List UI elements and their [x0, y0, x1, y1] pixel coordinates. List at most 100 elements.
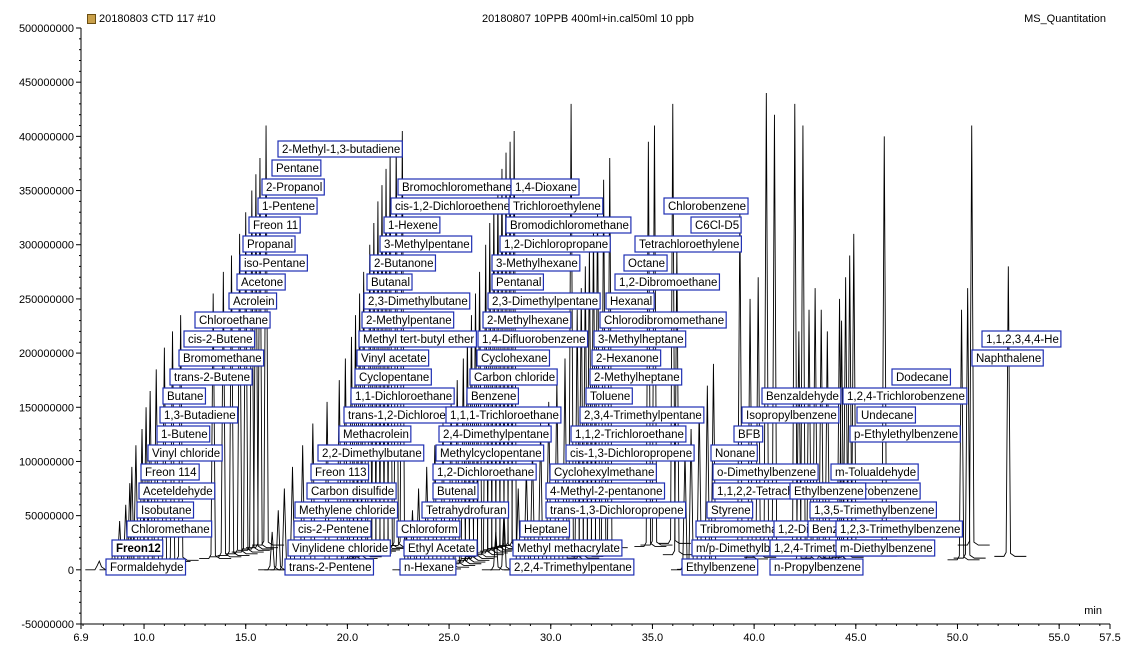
- peak-label-text: Propanal: [247, 239, 293, 251]
- peak-label-box: [809, 501, 937, 519]
- peak-trace: [457, 315, 490, 561]
- peak-label: 4-Methyl-2-pentanone: [545, 482, 666, 500]
- peak-label-text: Freon 11: [253, 220, 298, 232]
- peak-label-box: [570, 425, 687, 443]
- peak-label-box: [284, 558, 375, 576]
- peak-label-text: cis-2-Pentene: [298, 524, 369, 536]
- peak-label-text: Cyclohexane: [481, 353, 547, 365]
- peak-trace: [801, 288, 834, 559]
- peak-trace: [725, 212, 758, 553]
- peak-label-box: [545, 501, 687, 519]
- peak-trace: [640, 125, 673, 546]
- x-tick-label: 30.0: [540, 632, 561, 644]
- peak-label: n-Propylbenzene: [769, 558, 864, 576]
- peak-label-box: [545, 482, 666, 500]
- peak-label-text: Methyl tert-butyl ether: [363, 334, 474, 346]
- peak-label-text: 3-Methylhexane: [496, 258, 578, 270]
- y-tick-label: 300000000: [19, 240, 74, 252]
- peak-label: Bromomethane: [178, 349, 265, 367]
- peak-label: Vinyl acetate: [356, 349, 430, 367]
- peak-label-text: Acetone: [241, 277, 283, 289]
- peak-label-box: [257, 197, 318, 215]
- peak-label-text: 2-Propanol: [266, 182, 322, 194]
- peak-label-box: [681, 558, 759, 576]
- peak-trace: [199, 293, 232, 559]
- peak-label-text: Ethylbenzene: [686, 562, 756, 574]
- sample-name: 20180803 CTD 117 #10: [99, 13, 216, 25]
- peak-label: Trichloroethylene: [508, 197, 604, 215]
- peak-label-text: 2,3,4-Trimethylpentane: [584, 410, 702, 422]
- peak-label: iso-Pentane: [239, 254, 308, 272]
- peak-label-text: Chlorobenzene: [668, 201, 746, 213]
- peak-label-text: 1,2,3-Trimethylbenzene: [840, 524, 960, 536]
- peak-label-box: [512, 539, 623, 557]
- peak-label-text: Bromodichloromethane: [510, 220, 629, 232]
- peak-label: 1,4-Dioxane: [510, 178, 580, 196]
- peak-label-text: Acrolein: [233, 296, 275, 308]
- peak-label-box: [477, 330, 589, 348]
- peak-label: BFB: [733, 425, 764, 443]
- peak-label-text: 1,4-Dioxane: [515, 182, 577, 194]
- peak-label: Aceteldehyde: [138, 482, 216, 500]
- x-tick-label: 6.9: [73, 632, 88, 644]
- x-tick-label: 50.0: [947, 632, 968, 644]
- peak-label-text: Nonane: [715, 448, 755, 460]
- peak-label-box: [510, 178, 580, 196]
- peak-trace: [831, 277, 864, 558]
- peak-label: 3-Methylheptane: [593, 330, 687, 348]
- peak-label: 2,2,4-Trimethylpentane: [509, 558, 635, 576]
- peak-label-text: Methylcyclopentane: [440, 448, 542, 460]
- peak-label: Butane: [162, 387, 207, 405]
- peak-label-text: 1,2,4-Trichlorobenzene: [847, 391, 965, 403]
- peak-label-text: Chloromethane: [131, 524, 210, 536]
- peak-label-box: [421, 501, 510, 519]
- peak-label-text: n-Hexane: [404, 562, 454, 574]
- peak-label: 1,2,4-Trichlorobenzene: [842, 387, 968, 405]
- peak-label-text: m-Diethylbenzene: [840, 543, 933, 555]
- peak-label-text: Butanal: [371, 277, 410, 289]
- peak-label: 1-Butene: [156, 425, 211, 443]
- peak-trace: [209, 271, 242, 558]
- peak-label-text: 2-Methylheptane: [594, 372, 680, 384]
- peak-label-text: Methyl methacrylate: [517, 543, 620, 555]
- peak-label: Cyclohexane: [476, 349, 551, 367]
- peak-label-box: [236, 273, 286, 291]
- peak-label: Chlorobenzene: [663, 197, 749, 215]
- peak-label: 2-Methylpentane: [361, 311, 455, 329]
- peak-label-box: [842, 387, 968, 405]
- peak-label: cis-2-Butene: [183, 330, 256, 348]
- peak-trace: [237, 190, 270, 551]
- peak-label-box: [379, 235, 473, 253]
- peak-label-text: 1,2-Dibromoethane: [619, 277, 717, 289]
- peak-label-box: [599, 311, 727, 329]
- peak-label-box: [338, 425, 412, 443]
- y-tick-label: 250000000: [19, 294, 74, 306]
- peak-trace: [245, 158, 278, 549]
- document-icon: [87, 14, 96, 24]
- peak-label-box: [491, 254, 581, 272]
- peak-label: Freon12: [111, 539, 164, 557]
- peak-label: 2-Propanol: [261, 178, 325, 196]
- peak-label: 2,3-Dimethylbutane: [363, 292, 471, 310]
- peak-labels: Formaldehyde Freon12 Chloromethane Isobutan…: [105, 140, 1062, 576]
- peak-label-box: [508, 197, 604, 215]
- peak-label-box: [499, 235, 611, 253]
- peak-label: 1,3,5-Trimethylbenzene: [809, 501, 937, 519]
- peak-label: Methylcyclopentane: [435, 444, 545, 462]
- peak-label-text: Chloroform: [401, 524, 458, 536]
- peak-label: 2-Methylheptane: [589, 368, 683, 386]
- x-tick-label: 20.0: [337, 632, 358, 644]
- peak-label-text: cis-1,2-Dichloroethene: [395, 201, 510, 213]
- peak-label-text: 4-Methyl-2-pentanone: [550, 486, 663, 498]
- peak-label-text: Pentane: [276, 163, 319, 175]
- peak-label-text: Freon12: [116, 543, 161, 555]
- peak-label: Freon 113: [310, 463, 370, 481]
- peak-label-box: [476, 349, 551, 367]
- peak-label-box: [741, 406, 840, 424]
- peak-label: Pentanal: [491, 273, 545, 291]
- peak-label-text: cis-1,3-Dichloropropene: [570, 448, 692, 460]
- peak-trace: [217, 255, 250, 556]
- peak-trace: [953, 288, 986, 559]
- peak-label: 1,2,3-Trimethylbenzene: [835, 520, 963, 538]
- peak-label-text: 3-Methylheptane: [598, 334, 684, 346]
